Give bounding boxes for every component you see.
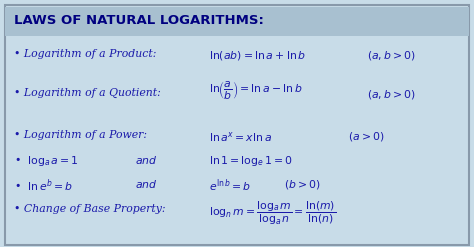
Text: •  $\ln e^b = b$: • $\ln e^b = b$ xyxy=(14,178,73,194)
Text: $(a, b > 0)$: $(a, b > 0)$ xyxy=(367,49,416,62)
Text: $(a, b > 0)$: $(a, b > 0)$ xyxy=(367,88,416,101)
Bar xyxy=(5,7,469,36)
Text: $\log_n m = \dfrac{\log_a m}{\log_a n} = \dfrac{\ln(m)}{\ln(n)}$: $\log_n m = \dfrac{\log_a m}{\log_a n} =… xyxy=(209,200,336,227)
Text: $\mathit{and}$: $\mathit{and}$ xyxy=(135,154,157,166)
Text: $\mathrm{ln}(ab) = \ln a + \ln b$: $\mathrm{ln}(ab) = \ln a + \ln b$ xyxy=(209,49,306,62)
Text: $\ln a^{x} = x\ln a$: $\ln a^{x} = x\ln a$ xyxy=(209,130,272,144)
Text: • Change of Base Property:: • Change of Base Property: xyxy=(14,204,166,214)
Text: $\ln\!\left(\dfrac{a}{b}\right) = \ln a - \ln b$: $\ln\!\left(\dfrac{a}{b}\right) = \ln a … xyxy=(209,80,302,102)
Text: • Logarithm of a Power:: • Logarithm of a Power: xyxy=(14,130,147,140)
Text: • Logarithm of a Quotient:: • Logarithm of a Quotient: xyxy=(14,88,161,98)
Text: $(a > 0)$: $(a > 0)$ xyxy=(348,130,385,143)
Text: $\mathit{and}$: $\mathit{and}$ xyxy=(135,178,157,190)
Text: •  $\log_a a = 1$: • $\log_a a = 1$ xyxy=(14,154,79,168)
Text: $(b > 0)$: $(b > 0)$ xyxy=(284,178,321,191)
Text: $e^{\ln b} = b$: $e^{\ln b} = b$ xyxy=(209,178,251,194)
Text: LAWS OF NATURAL LOGARITHMS:: LAWS OF NATURAL LOGARITHMS: xyxy=(14,14,264,27)
Text: • Logarithm of a Product:: • Logarithm of a Product: xyxy=(14,49,156,59)
Text: $\ln 1 = \log_e 1 = 0$: $\ln 1 = \log_e 1 = 0$ xyxy=(209,154,292,168)
